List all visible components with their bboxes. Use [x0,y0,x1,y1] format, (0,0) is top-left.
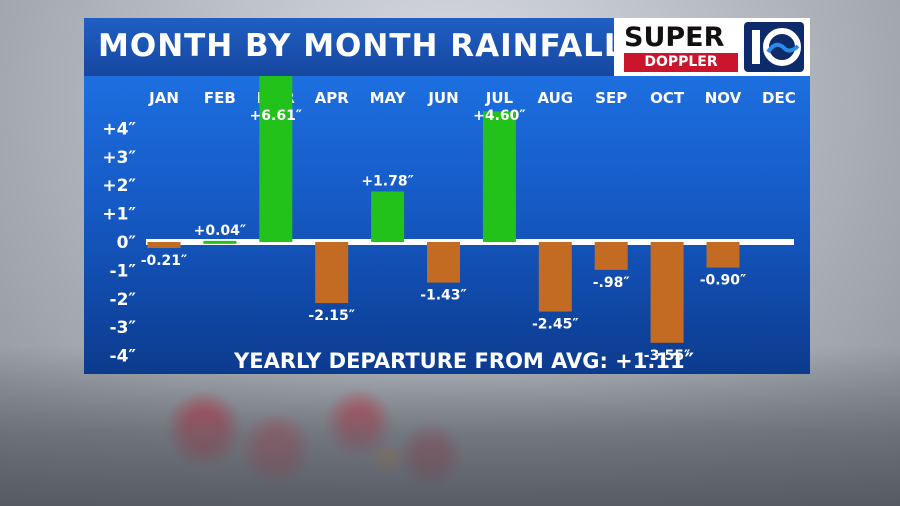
rainfall-bar-chart: +4″+3″+2″+1″0″-1″-2″-3″-4″ JANFEBMARAPRM… [102,76,796,373]
y-tick-label: -2″ [110,290,137,310]
y-tick-label: -1″ [110,261,137,281]
y-tick-label: 0″ [117,233,137,253]
y-tick-label: +2″ [102,176,136,196]
bar-value-label: -0.90″ [700,273,747,289]
bar-oct [650,242,684,343]
bar-value-label: -.98″ [593,275,630,291]
month-label: JUN [427,89,458,107]
bar-value-label: +4.60″ [473,108,526,124]
title-bar: MONTH BY MONTH RAINFALL [84,18,624,76]
y-tick-label: -3″ [110,318,137,338]
x-axis-month-labels: JANFEBMARAPRMAYJUNJULAUGSEPOCTNOVDEC [148,89,796,107]
bar-value-label: -1.43″ [420,288,467,304]
y-axis: +4″ +3″ +2″ +1″ 0″ -1″ -2″ -3″ -4″ [102,119,136,366]
y-tick-label: -4″ [110,347,137,367]
bar-jun [427,242,460,283]
bar-value-label: -3.55″ [644,348,691,364]
month-label: FEB [204,89,236,107]
month-label: MAY [370,89,407,107]
channel-10-icon [744,22,804,72]
chart-title: MONTH BY MONTH RAINFALL [98,28,625,64]
bar-value-label: -2.15″ [308,308,355,324]
bar-value-label: +1.78″ [361,173,414,189]
channel-10-wave-icon [752,28,801,66]
bar-value-label: -0.21″ [141,253,188,269]
month-label: SEP [595,89,627,107]
y-tick-label: +1″ [102,205,136,225]
bar-jul [482,111,516,242]
month-label: AUG [537,89,573,107]
zero-line [146,239,794,245]
month-label: APR [315,89,350,107]
bar-jan [147,242,181,248]
bar-mar [259,76,293,242]
bar-value-label: -2.45″ [532,317,579,333]
logo-super-text: SUPER [624,22,725,53]
month-label: JUL [485,89,514,107]
month-label: JAN [148,89,179,107]
bar-apr [315,242,349,304]
chart-panel: +4″+3″+2″+1″0″-1″-2″-3″-4″ JANFEBMARAPRM… [84,76,810,374]
bar-value-label: +0.04″ [194,223,247,239]
bar-feb [203,240,237,244]
logo-doppler-text: DOPPLER [624,53,738,72]
y-tick-label: +3″ [102,148,136,168]
bar-nov [706,242,740,268]
bar-value-labels: -0.21″ +0.04″ +6.61″ -2.15″ +1.78″ -1.43″ +4.6… [141,108,747,364]
bar-value-label: +6.61″ [250,108,303,124]
month-label: NOV [705,89,742,107]
y-tick-label: +4″ [102,119,136,139]
month-label: OCT [650,89,685,107]
bar-may [371,191,405,242]
bar-aug [538,242,572,312]
yearly-departure-summary: YEARLY DEPARTURE FROM AVG: +1.11″ [233,349,694,373]
bars [147,76,740,343]
bar-sep [594,242,628,270]
month-label: DEC [762,89,796,107]
station-logo: SUPER DOPPLER [614,18,810,76]
